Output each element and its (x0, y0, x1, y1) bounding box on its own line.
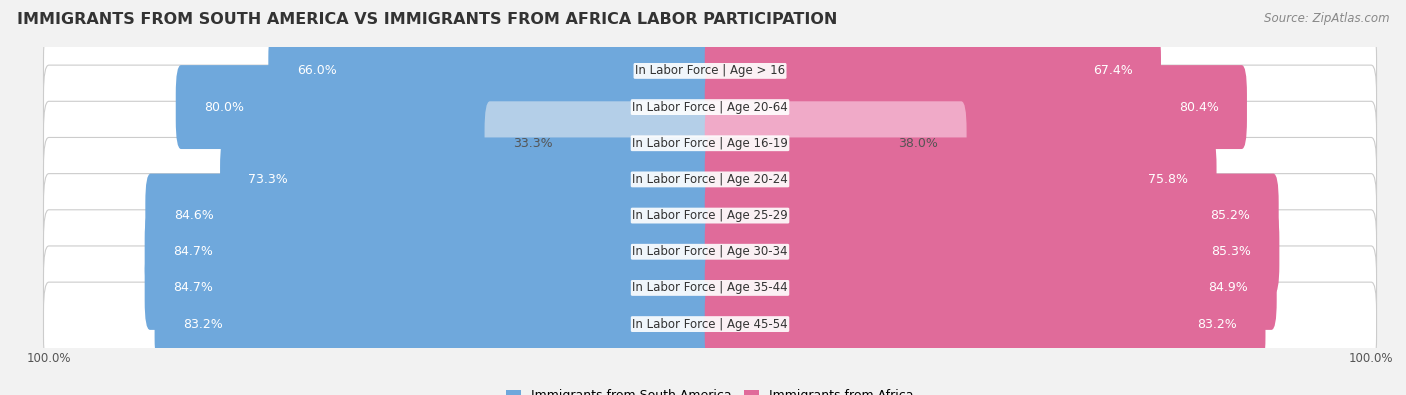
Text: 66.0%: 66.0% (297, 64, 336, 77)
Text: In Labor Force | Age > 16: In Labor Force | Age > 16 (636, 64, 785, 77)
FancyBboxPatch shape (44, 246, 1376, 330)
Text: IMMIGRANTS FROM SOUTH AMERICA VS IMMIGRANTS FROM AFRICA LABOR PARTICIPATION: IMMIGRANTS FROM SOUTH AMERICA VS IMMIGRA… (17, 12, 837, 27)
FancyBboxPatch shape (704, 246, 1277, 330)
Text: In Labor Force | Age 16-19: In Labor Force | Age 16-19 (633, 137, 787, 150)
Text: 80.0%: 80.0% (204, 101, 245, 114)
FancyBboxPatch shape (44, 137, 1376, 221)
Text: 84.7%: 84.7% (173, 281, 212, 294)
Text: 84.9%: 84.9% (1209, 281, 1249, 294)
Text: In Labor Force | Age 30-34: In Labor Force | Age 30-34 (633, 245, 787, 258)
Legend: Immigrants from South America, Immigrants from Africa: Immigrants from South America, Immigrant… (501, 384, 920, 395)
FancyBboxPatch shape (221, 137, 716, 221)
FancyBboxPatch shape (704, 65, 1247, 149)
Text: 83.2%: 83.2% (183, 318, 222, 331)
FancyBboxPatch shape (44, 282, 1376, 366)
Text: In Labor Force | Age 25-29: In Labor Force | Age 25-29 (633, 209, 787, 222)
FancyBboxPatch shape (485, 101, 716, 185)
Text: 38.0%: 38.0% (898, 137, 938, 150)
Text: 67.4%: 67.4% (1092, 64, 1133, 77)
FancyBboxPatch shape (145, 210, 716, 294)
FancyBboxPatch shape (44, 174, 1376, 258)
Text: 84.6%: 84.6% (174, 209, 214, 222)
FancyBboxPatch shape (704, 29, 1161, 113)
Text: 33.3%: 33.3% (513, 137, 553, 150)
Text: 84.7%: 84.7% (173, 245, 212, 258)
FancyBboxPatch shape (704, 282, 1265, 366)
FancyBboxPatch shape (704, 210, 1279, 294)
FancyBboxPatch shape (176, 65, 716, 149)
FancyBboxPatch shape (145, 174, 716, 258)
Text: 83.2%: 83.2% (1198, 318, 1237, 331)
Text: In Labor Force | Age 20-24: In Labor Force | Age 20-24 (633, 173, 787, 186)
Text: 73.3%: 73.3% (249, 173, 288, 186)
FancyBboxPatch shape (145, 246, 716, 330)
FancyBboxPatch shape (704, 174, 1278, 258)
Text: 85.3%: 85.3% (1211, 245, 1251, 258)
FancyBboxPatch shape (155, 282, 716, 366)
FancyBboxPatch shape (44, 101, 1376, 185)
FancyBboxPatch shape (704, 137, 1216, 221)
Text: In Labor Force | Age 35-44: In Labor Force | Age 35-44 (633, 281, 787, 294)
Text: In Labor Force | Age 45-54: In Labor Force | Age 45-54 (633, 318, 787, 331)
Text: Source: ZipAtlas.com: Source: ZipAtlas.com (1264, 12, 1389, 25)
FancyBboxPatch shape (44, 29, 1376, 113)
Text: 85.2%: 85.2% (1211, 209, 1250, 222)
FancyBboxPatch shape (704, 101, 966, 185)
Text: 80.4%: 80.4% (1178, 101, 1219, 114)
Text: 75.8%: 75.8% (1149, 173, 1188, 186)
FancyBboxPatch shape (269, 29, 716, 113)
Text: In Labor Force | Age 20-64: In Labor Force | Age 20-64 (633, 101, 787, 114)
FancyBboxPatch shape (44, 65, 1376, 149)
FancyBboxPatch shape (44, 210, 1376, 294)
